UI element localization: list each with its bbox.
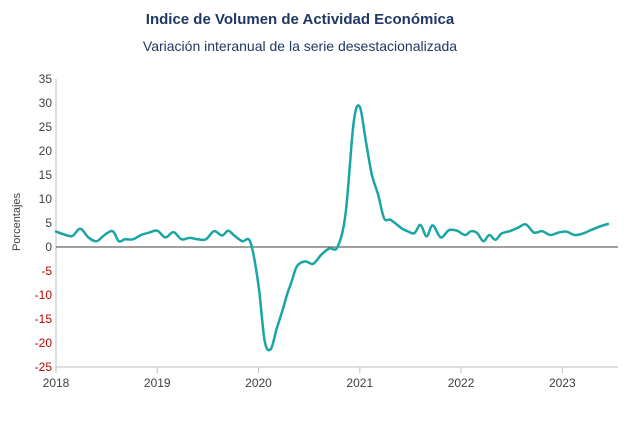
y-tick-label: -10 bbox=[35, 288, 53, 302]
y-axis-label: Porcentajes bbox=[11, 192, 23, 251]
y-tick-label: -15 bbox=[35, 312, 53, 326]
y-tick-label: 20 bbox=[39, 144, 53, 158]
y-tick-label: -20 bbox=[35, 336, 53, 350]
x-tick-label: 2018 bbox=[43, 376, 70, 390]
series-layer bbox=[54, 104, 610, 352]
y-tick-label: -5 bbox=[41, 264, 52, 278]
x-axis: 2018 2019 2020 2021 2022 2023 bbox=[43, 246, 618, 390]
y-tick-label: 30 bbox=[39, 96, 53, 110]
y-tick-label: -25 bbox=[35, 360, 53, 374]
x-tick-label: 2023 bbox=[549, 376, 576, 390]
chart-subtitle: Variación interanual de la serie desesta… bbox=[143, 38, 457, 54]
series-line bbox=[54, 104, 610, 352]
y-tick-label: 25 bbox=[39, 120, 53, 134]
y-tick-label: 5 bbox=[45, 216, 52, 230]
y-tick-label: 0 bbox=[45, 240, 52, 254]
x-tick-label: 2020 bbox=[245, 376, 272, 390]
y-tick-label: 15 bbox=[39, 168, 53, 182]
y-tick-label: 35 bbox=[39, 72, 53, 86]
x-tick-label: 2021 bbox=[346, 376, 373, 390]
chart-title: Indice de Volumen de Actividad Económica bbox=[146, 11, 455, 28]
x-tick-label: 2019 bbox=[144, 376, 171, 390]
y-axis: 35 30 25 20 15 10 5 0 -5 -10 -15 -20 -25 bbox=[35, 72, 57, 374]
x-tick-label: 2022 bbox=[448, 376, 475, 390]
y-tick-label: 10 bbox=[39, 192, 53, 206]
